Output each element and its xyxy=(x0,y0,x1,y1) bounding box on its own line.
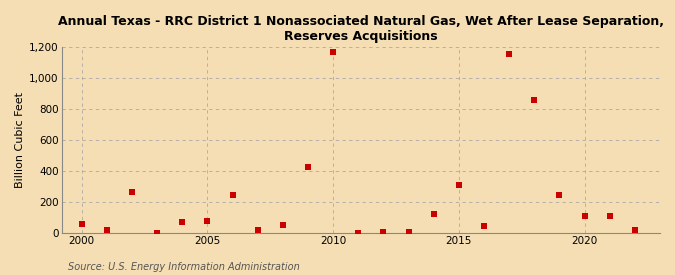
Point xyxy=(328,50,339,54)
Point xyxy=(353,230,364,235)
Point xyxy=(202,219,213,223)
Point xyxy=(454,183,464,188)
Point xyxy=(252,228,263,233)
Point xyxy=(504,52,514,56)
Point xyxy=(554,193,565,198)
Point xyxy=(529,98,540,102)
Point xyxy=(579,213,590,218)
Point xyxy=(227,192,238,197)
Point xyxy=(277,223,288,227)
Title: Annual Texas - RRC District 1 Nonassociated Natural Gas, Wet After Lease Separat: Annual Texas - RRC District 1 Nonassocia… xyxy=(58,15,664,43)
Point xyxy=(378,230,389,234)
Point xyxy=(479,224,489,228)
Point xyxy=(630,228,641,233)
Point xyxy=(429,212,439,216)
Point xyxy=(302,164,313,169)
Point xyxy=(76,222,87,226)
Point xyxy=(403,230,414,234)
Point xyxy=(177,220,188,224)
Point xyxy=(604,214,615,219)
Y-axis label: Billion Cubic Feet: Billion Cubic Feet xyxy=(15,92,25,188)
Point xyxy=(152,230,163,235)
Point xyxy=(127,189,138,194)
Text: Source: U.S. Energy Information Administration: Source: U.S. Energy Information Administ… xyxy=(68,262,299,272)
Point xyxy=(101,228,112,233)
